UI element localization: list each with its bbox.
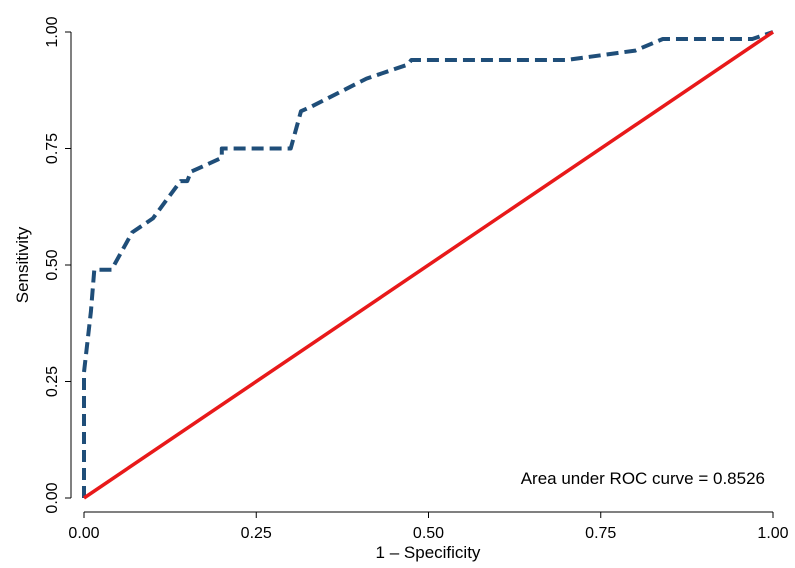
x-tick-label: 0.25 [241,525,272,542]
roc-curve [82,30,774,498]
y-tick-label: 0.25 [44,366,61,397]
reference-line [83,30,774,500]
plot-area [82,30,774,500]
y-axis-title: Sensitivity [13,226,32,303]
y-tick-label: 0.00 [44,482,61,513]
auc-annotation: Area under ROC curve = 0.8526 [521,469,765,488]
x-tick-label: 0.50 [413,525,444,542]
y-tick-label: 0.75 [44,133,61,164]
y-tick-label: 0.50 [44,249,61,280]
y-tick-label: 1.00 [44,16,61,47]
axes: 0.00 0.25 0.50 0.75 1.00 0.00 0.25 0.50 0.75 1.00 [44,16,789,542]
x-axis-title: 1 – Specificity [376,543,481,562]
x-tick-label: 0.00 [68,525,99,542]
x-tick-label: 1.00 [757,525,788,542]
x-tick-label: 0.75 [585,525,616,542]
